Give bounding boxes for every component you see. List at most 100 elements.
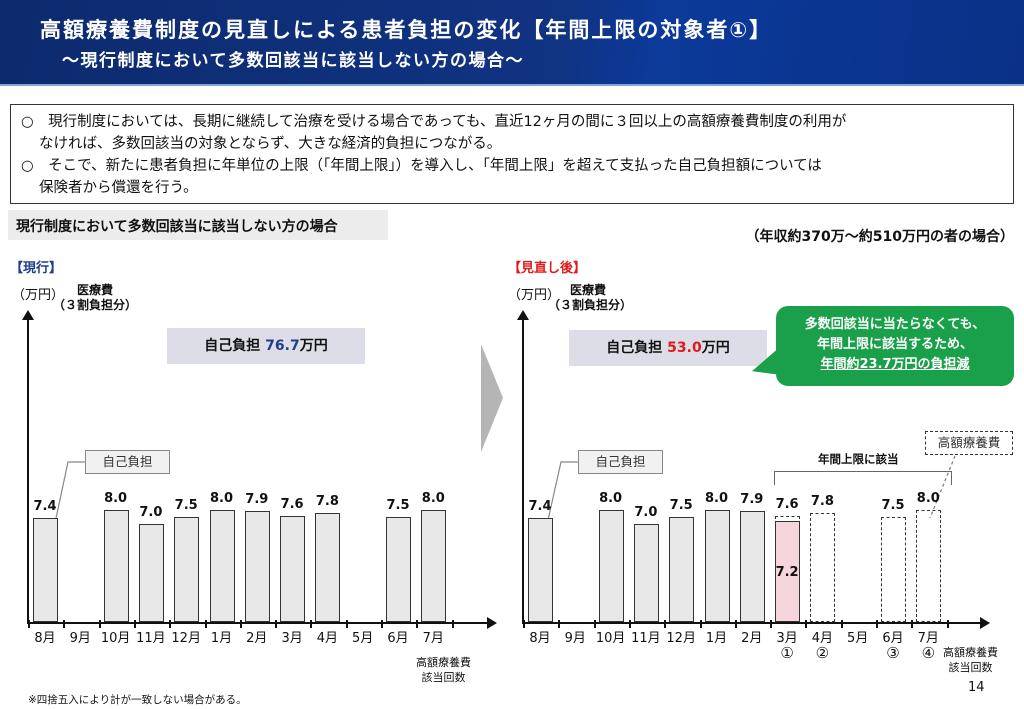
x-tick <box>734 620 737 628</box>
month-label: 4月 <box>316 631 339 646</box>
month-label: 2月 <box>246 631 268 646</box>
x-tick <box>664 620 667 628</box>
bar <box>739 511 765 622</box>
month-label: 9月 <box>69 631 91 646</box>
current-axis-title: 医療費 （３割負担分） <box>53 283 137 313</box>
current-panel-label: 【現行】 <box>10 261 63 276</box>
month-label: 5月 <box>847 631 869 646</box>
income-note: （年収約370万～約510万円の者の場合） <box>745 229 1014 245</box>
bar-value: 7.6 <box>280 496 304 512</box>
revised-y-axis <box>517 310 529 624</box>
total-suffix: 万円 <box>299 338 328 354</box>
bar <box>598 510 624 622</box>
bar <box>103 510 129 622</box>
x-tick <box>523 620 525 628</box>
count-marker: ② <box>815 644 830 662</box>
bar-value: 8.0 <box>704 491 729 506</box>
bar-value: 7.8 <box>810 493 834 509</box>
month-label: 11月 <box>136 631 166 646</box>
count-marker: ① <box>780 644 794 662</box>
revised-unit-label: （万円） <box>508 288 561 303</box>
summary-line: なければ、多数回該当の対象とならず、大きな経済的負担につながる。 <box>39 136 502 152</box>
bar <box>528 518 553 622</box>
current-self-pay-callout: 自己負担 <box>85 450 170 474</box>
month-label: 1月 <box>210 631 233 646</box>
total-value: 53.0 <box>667 340 702 356</box>
bar-value: 7.6 <box>775 496 799 512</box>
footer-line: 高額療養費 <box>943 646 998 659</box>
footer-line: 該当回数 <box>948 661 993 674</box>
high-cost-benefit-bar <box>916 510 942 622</box>
bar-value: 7.5 <box>386 498 410 513</box>
count-marker: ④ <box>921 644 936 662</box>
month-label: 5月 <box>352 631 374 646</box>
bubble-line: 多数回該当に当たらなくても、 <box>804 317 986 332</box>
current-footer-label: 高額療養費 該当回数 <box>416 655 471 685</box>
bar-value: 8.0 <box>209 491 234 506</box>
month-label: 7月 <box>917 631 939 646</box>
x-tick <box>416 620 419 628</box>
month-label: 10月 <box>100 631 131 646</box>
bar-value: 7.5 <box>669 498 693 513</box>
current-y-axis <box>22 310 34 624</box>
bar-value: 7.8 <box>315 493 339 509</box>
page-number: 14 <box>968 680 985 695</box>
bar-value: 7.9 <box>740 492 764 508</box>
bar-value: 7.4 <box>33 499 57 515</box>
bar-value: 7.2 <box>775 565 799 581</box>
bar-value: 7.5 <box>881 498 905 513</box>
month-label: 8月 <box>529 631 551 646</box>
bar <box>138 524 164 622</box>
bar <box>704 510 730 622</box>
count-marker: ③ <box>886 644 900 662</box>
month-label: 10月 <box>595 631 626 646</box>
month-label: 3月 <box>776 631 798 646</box>
x-tick <box>98 620 101 628</box>
total-prefix: 自己負担 <box>204 338 266 354</box>
annual-cap-bracket <box>774 471 952 485</box>
revised-x-axis <box>522 617 990 629</box>
bar <box>174 517 200 622</box>
bar-value: 8.0 <box>421 491 445 506</box>
bar-value: 8.0 <box>916 491 940 506</box>
x-tick <box>63 620 66 628</box>
x-tick <box>593 620 596 628</box>
high-cost-benefit-callout: 高額療養費 <box>925 431 1013 455</box>
summary-line: ○ そこで、新たに患者負担に年単位の上限（「年間上限」）を導入し、「年間上限」を… <box>21 158 822 174</box>
month-label: 4月 <box>811 631 834 646</box>
revised-panel-label: 【見直し後】 <box>508 261 587 276</box>
bar <box>280 515 306 622</box>
bar-value: 7.0 <box>634 505 658 520</box>
x-tick <box>345 620 348 628</box>
month-label: 8月 <box>34 631 56 646</box>
x-tick <box>204 620 207 628</box>
x-tick <box>770 620 773 628</box>
bar <box>315 512 341 622</box>
bar-value: 8.0 <box>104 491 128 506</box>
page-header: 高額療養費制度の見直しによる患者負担の変化【年間上限の対象者①】 ～現行制度にお… <box>0 0 1024 86</box>
high-cost-benefit-bar <box>810 512 836 622</box>
page-title: 高額療養費制度の見直しによる患者負担の変化【年間上限の対象者①】 <box>40 18 773 42</box>
revised-footer-label: 高額療養費 該当回数 <box>943 645 998 675</box>
bar <box>421 510 447 622</box>
footnote: ※四捨五入により計が一致しない場合がある。 <box>28 694 247 706</box>
axis-title-line: 医療費 <box>570 283 607 297</box>
total-value: 76.7 <box>265 338 300 354</box>
summary-box: ○ 現行制度においては、長期に継続して治療を受ける場合であっても、直近12ヶ月の… <box>10 104 1014 204</box>
axis-title-line: 医療費 <box>77 283 114 297</box>
x-tick <box>628 620 631 628</box>
x-tick <box>699 620 702 628</box>
current-total-box: 自己負担 76.7万円 <box>167 328 365 364</box>
bar <box>244 511 270 622</box>
annual-cap-label: 年間上限に該当 <box>818 452 899 466</box>
bar <box>633 524 659 622</box>
footer-line: 該当回数 <box>421 671 466 684</box>
revised-self-pay-callout: 自己負担 <box>578 450 663 474</box>
bar-value: 8.0 <box>599 491 623 506</box>
bar-value: 7.9 <box>245 492 269 508</box>
x-tick <box>558 620 561 628</box>
bubble-line: 年間約23.7万円の負担減 <box>820 357 970 372</box>
x-tick <box>876 620 878 628</box>
month-label: 12月 <box>666 631 696 646</box>
x-tick <box>451 620 454 628</box>
